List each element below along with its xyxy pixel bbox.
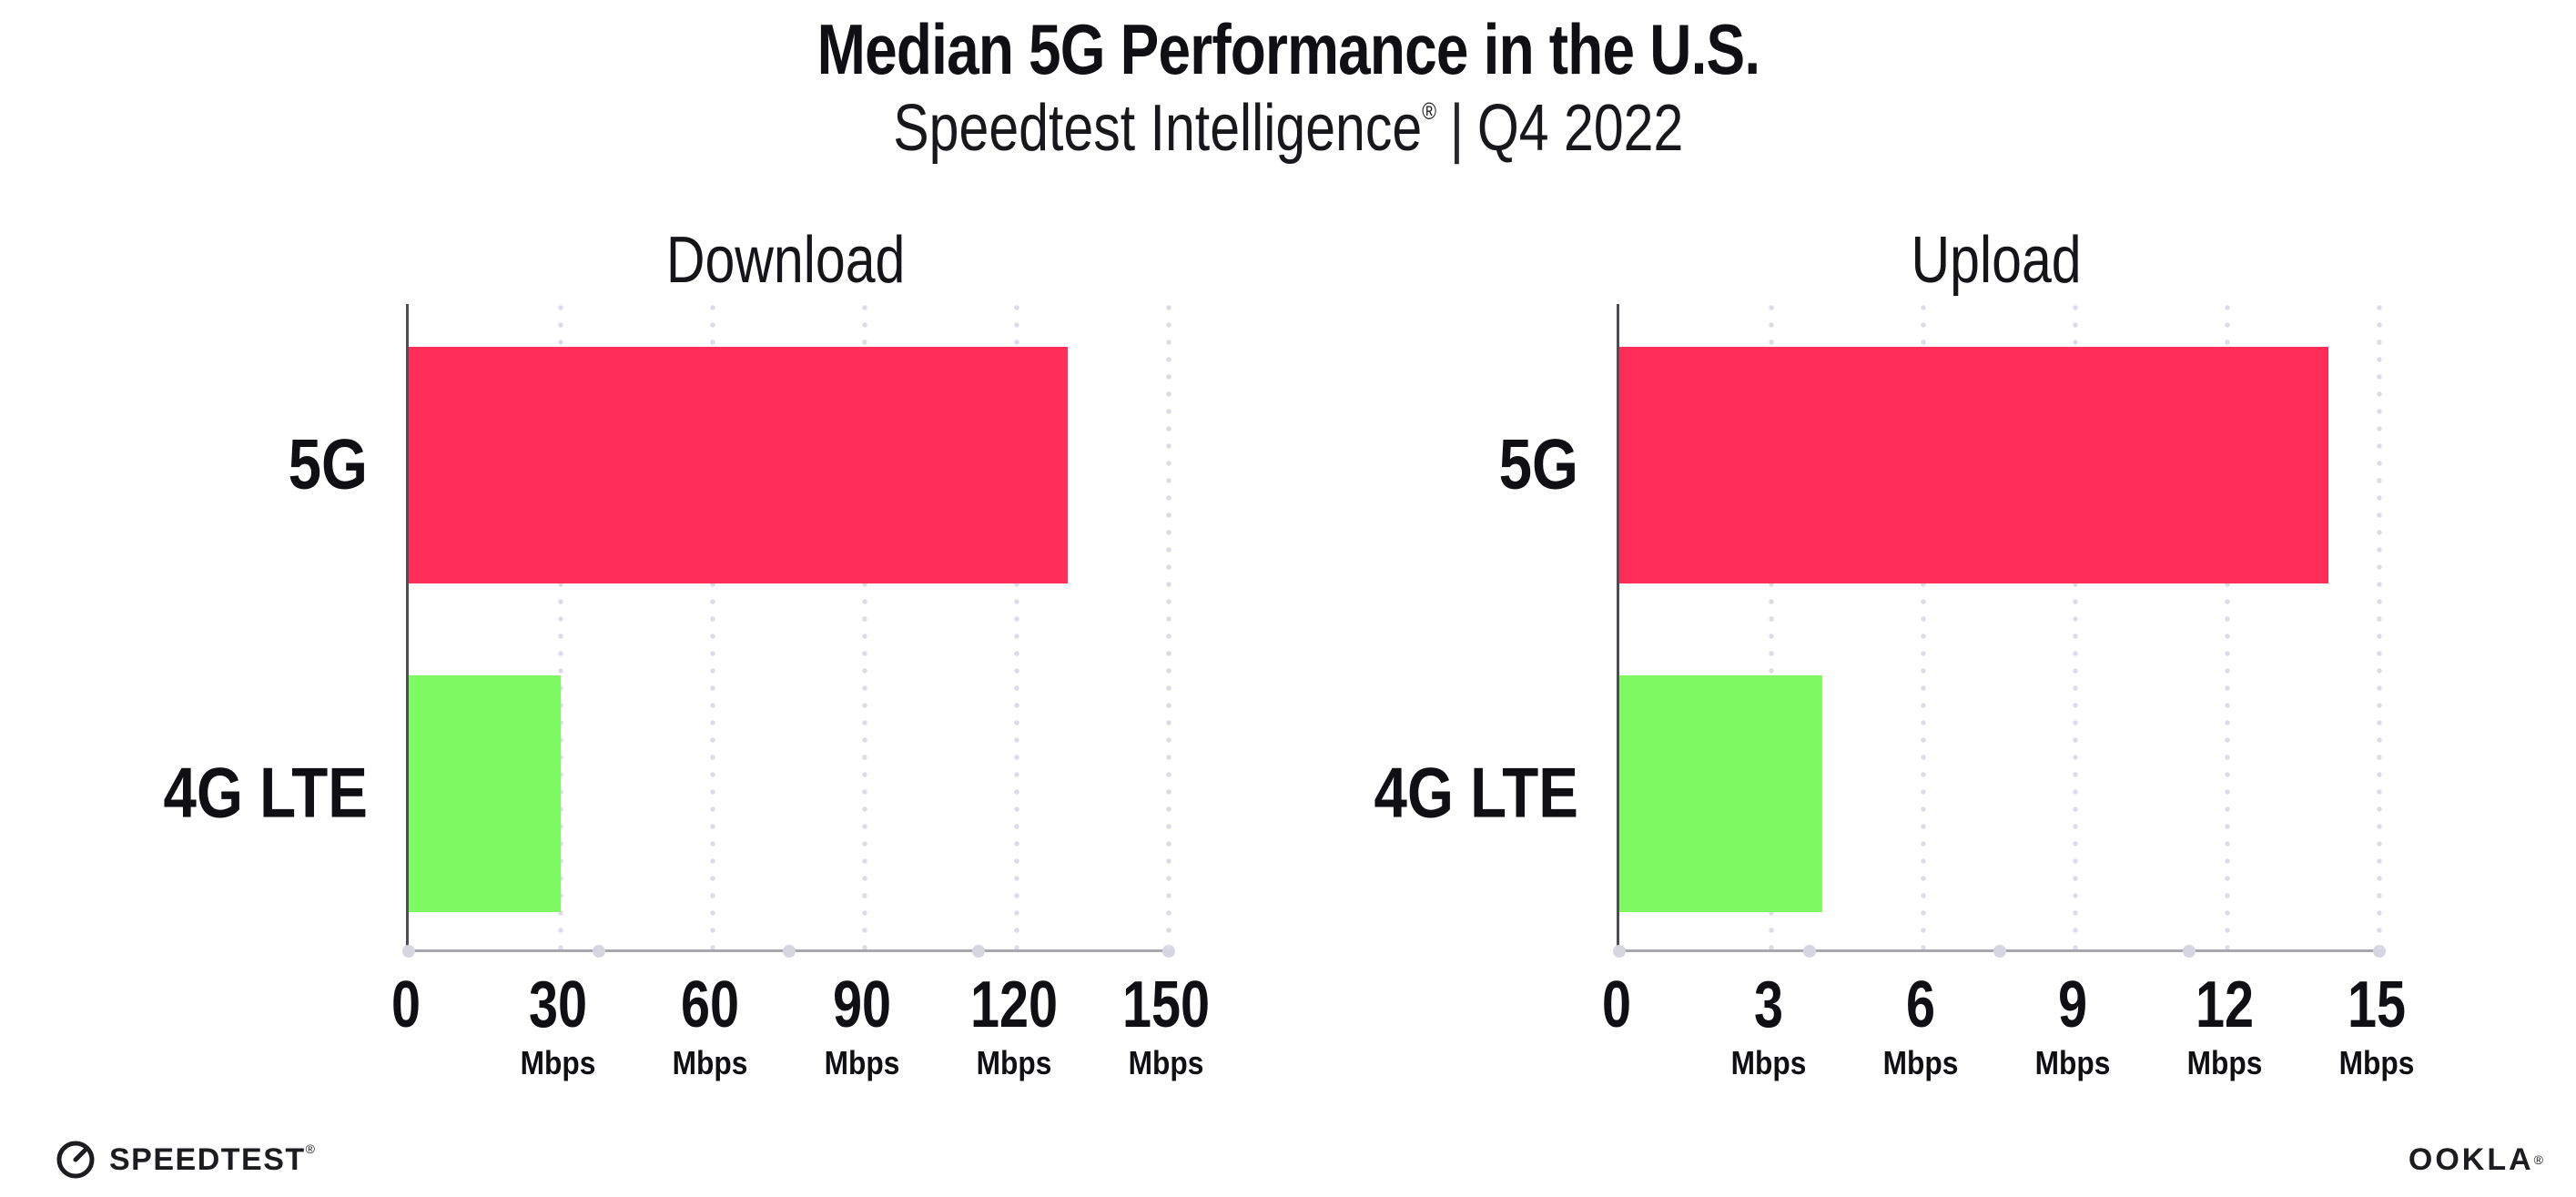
x-tick-unit: Mbps <box>2034 1044 2111 1081</box>
x-tick-unit: Mbps <box>672 1044 748 1081</box>
page-subtitle: Speedtest Intelligence® | Q4 2022 <box>0 92 2576 165</box>
page-title: Median 5G Performance in the U.S. <box>0 9 2576 89</box>
x-tick-9: 9 Mbps <box>2030 972 2115 1080</box>
bar-5g <box>1619 347 2329 583</box>
axis-quarter-dot <box>782 945 796 958</box>
gridline <box>1014 304 1019 949</box>
x-tick-value: 3 <box>1753 969 1784 1041</box>
axis-quarter-dot <box>2183 945 2196 958</box>
speedtest-wordmark: SPEEDTEST <box>109 1142 306 1177</box>
plot-area <box>1613 304 2386 958</box>
x-tick-unit: Mbps <box>824 1044 900 1081</box>
axis-quarter-dot <box>1993 945 2006 958</box>
x-tick-value: 90 <box>832 969 892 1041</box>
gridline <box>710 304 715 949</box>
x-tick-value: 60 <box>680 969 740 1041</box>
subtitle-brand: Speedtest Intelligence <box>892 92 1422 165</box>
x-tick-value: 12 <box>2195 969 2255 1041</box>
gridline <box>1166 304 1171 949</box>
x-tick-30: 30 Mbps <box>515 972 601 1080</box>
bar-5g <box>409 347 1068 583</box>
x-tick-unit: Mbps <box>1128 1044 1204 1081</box>
bar-4g-lte <box>409 675 561 912</box>
category-label-5g: 5G <box>1498 423 1578 504</box>
x-tick-12: 12 Mbps <box>2182 972 2267 1080</box>
x-tick-6: 6 Mbps <box>1878 972 1963 1080</box>
x-tick-90: 90 Mbps <box>819 972 905 1080</box>
x-tick-3: 3 Mbps <box>1726 972 1811 1080</box>
subtitle-period: Q4 2022 <box>1476 92 1684 165</box>
x-tick-value: 9 <box>2057 969 2088 1041</box>
subtitle-separator: | <box>1449 92 1464 165</box>
axis-quarter-dot <box>1802 945 1816 958</box>
upload-chart: Upload 0 3 Mbps 6 Mbps 9 Mbps 12 Mbps 15 Mbps 5G 4G… <box>1374 228 2415 1101</box>
download-chart-title: Download <box>406 228 1166 293</box>
gridline <box>558 304 563 949</box>
gridline <box>2225 304 2230 949</box>
upload-chart-title: Upload <box>1617 228 2377 293</box>
x-tick-unit: Mbps <box>1882 1044 1959 1081</box>
ookla-registered-mark: ® <box>2533 1152 2543 1167</box>
x-tick-0: 0 <box>1598 972 1635 1038</box>
x-tick-60: 60 Mbps <box>667 972 753 1080</box>
category-label-5g: 5G <box>288 423 368 504</box>
axis-quarter-dot <box>1613 945 1626 958</box>
gridline <box>2377 304 2382 949</box>
gridline <box>862 304 867 949</box>
download-chart-title-text: Download <box>666 224 906 297</box>
x-tick-value: 0 <box>390 969 421 1041</box>
x-tick-15: 15 Mbps <box>2334 972 2419 1080</box>
category-label-4g-lte: 4G LTE <box>1374 752 1578 833</box>
axis-quarter-dot <box>2373 945 2386 958</box>
tick-row: 0 3 Mbps 6 Mbps 9 Mbps 12 Mbps 15 Mbps <box>1602 972 2414 1100</box>
plot-area <box>402 304 1175 958</box>
speedtest-gauge-icon <box>56 1141 95 1179</box>
axis-quarter-dot <box>972 945 986 958</box>
gridline <box>1769 304 1774 949</box>
ookla-logo: OOKLA ® <box>2409 1138 2543 1182</box>
page-subtitle-text: Speedtest Intelligence® | Q4 2022 <box>892 92 1684 165</box>
registered-trademark-symbol: ® <box>1421 97 1436 125</box>
speedtest-registered-mark: ® <box>305 1141 315 1156</box>
x-tick-0: 0 <box>388 972 424 1038</box>
x-tick-unit: Mbps <box>2186 1044 2263 1081</box>
x-tick-unit: Mbps <box>976 1044 1052 1081</box>
gridline <box>1921 304 1926 949</box>
x-tick-value: 0 <box>1601 969 1632 1041</box>
x-tick-unit: Mbps <box>2338 1044 2415 1081</box>
page-title-text: Median 5G Performance in the U.S. <box>816 9 1760 89</box>
bar-4g-lte <box>1619 675 1822 912</box>
x-tick-unit: Mbps <box>520 1044 596 1081</box>
x-tick-150: 150 Mbps <box>1111 972 1221 1080</box>
x-tick-value: 15 <box>2347 969 2407 1041</box>
x-tick-value: 150 <box>1121 969 1211 1041</box>
axis-quarter-dot <box>1162 945 1175 958</box>
gridline <box>2073 304 2078 949</box>
axis-quarter-dot <box>402 945 415 958</box>
x-tick-value: 120 <box>969 969 1059 1041</box>
axis-quarter-dot <box>592 945 605 958</box>
upload-chart-title-text: Upload <box>1911 224 2083 297</box>
ookla-wordmark: OOKLA <box>2408 1141 2534 1177</box>
speedtest-logo: SPEEDTEST® <box>55 1136 315 1183</box>
x-tick-120: 120 Mbps <box>959 972 1069 1080</box>
download-chart: Download 0 30 Mbps 60 Mbps 90 Mbps 120 Mbps 150 Mb… <box>164 228 1211 1101</box>
x-tick-value: 30 <box>528 969 588 1041</box>
category-label-4g-lte: 4G LTE <box>163 752 368 833</box>
x-tick-unit: Mbps <box>1730 1044 1807 1081</box>
tick-row: 0 30 Mbps 60 Mbps 90 Mbps 120 Mbps 150 Mbps <box>391 972 1210 1100</box>
x-tick-value: 6 <box>1905 969 1936 1041</box>
